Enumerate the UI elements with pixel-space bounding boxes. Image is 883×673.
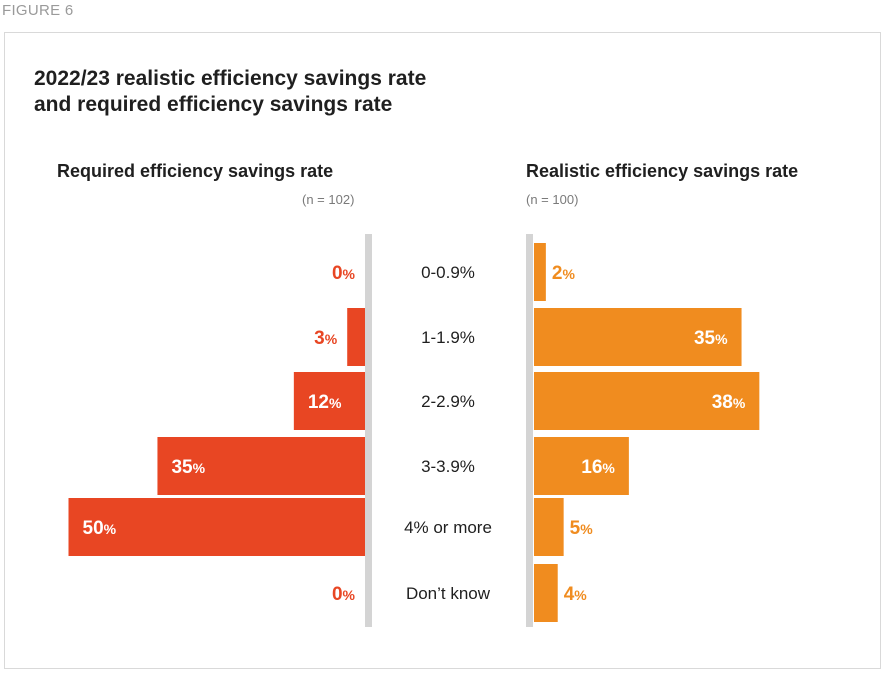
required-value-label: 50% [83,518,117,539]
required-value-label: 0% [332,584,356,605]
category-label: 2-2.9% [421,392,475,411]
realistic-value-label: 4% [564,584,588,605]
right-axis-line [526,234,533,627]
category-label: 4% or more [404,518,492,537]
left-panel-heading: Required efficiency savings rate [57,161,334,181]
chart-title: 2022/23 realistic efficiency savings rat… [34,66,534,118]
category-label: 1-1.9% [421,328,475,347]
realistic-value-label: 2% [552,263,576,284]
category-label: Don’t know [406,584,491,603]
category-label: 0-0.9% [421,263,475,282]
realistic-value-label: 16% [581,457,615,478]
required-bar [157,437,365,495]
left-axis-line [365,234,372,627]
required-value-label: 3% [314,328,338,349]
category-label: 3-3.9% [421,457,475,476]
chart-panel: 2022/23 realistic efficiency savings rat… [4,32,881,669]
realistic-bar [534,243,546,301]
realistic-value-label: 35% [694,328,728,349]
required-bar [347,308,365,366]
left-panel-n: (n = 102) [302,192,355,207]
realistic-bar [534,437,629,495]
required-value-label: 0% [332,263,356,284]
required-value-label: 12% [308,392,342,413]
realistic-bar [534,308,742,366]
realistic-value-label: 38% [712,392,746,413]
realistic-bar [534,372,760,430]
chart-title-line-1: 2022/23 realistic efficiency savings rat… [34,67,427,90]
right-panel-n: (n = 100) [526,192,579,207]
required-bar [293,372,365,430]
figure-label: FIGURE 6 [2,2,74,19]
required-value-label: 35% [171,457,205,478]
realistic-bar [534,564,558,622]
required-bar [68,498,365,556]
right-panel-heading: Realistic efficiency savings rate [526,161,799,181]
realistic-value-label: 5% [570,518,594,539]
chart-title-line-2: and required efficiency savings rate [34,93,393,116]
realistic-bar [534,498,564,556]
